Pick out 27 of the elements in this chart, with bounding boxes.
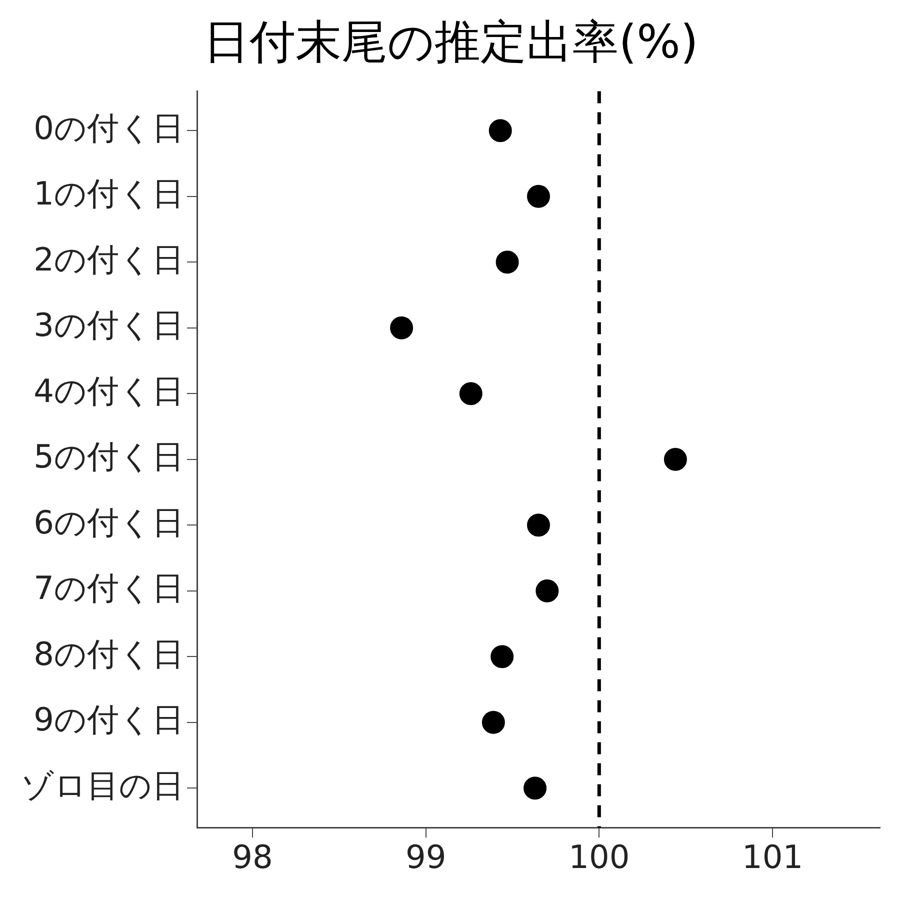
y-tick-label: 6の付く日 bbox=[34, 503, 184, 542]
point bbox=[390, 316, 414, 340]
x-tick-label: 101 bbox=[742, 838, 804, 876]
y-tick-label: 0の付く日 bbox=[34, 108, 184, 147]
point bbox=[527, 514, 550, 537]
point bbox=[490, 645, 514, 668]
y-tick-label: 7の付く日 bbox=[34, 569, 184, 608]
point bbox=[459, 382, 482, 406]
y-tick-label: ゾロ目の日 bbox=[21, 766, 184, 804]
y-tick-label: 4の付く日 bbox=[34, 372, 184, 410]
point bbox=[488, 119, 512, 142]
chart-title: 日付末尾の推定出率(%) bbox=[204, 14, 698, 69]
y-tick-label: 9の付く日 bbox=[34, 700, 184, 739]
x-tick-label: 100 bbox=[568, 838, 630, 876]
y-tick-label: 8の付く日 bbox=[34, 634, 184, 673]
point bbox=[496, 250, 519, 274]
point bbox=[524, 776, 547, 800]
y-tick-label: 3の付く日 bbox=[34, 306, 184, 344]
point bbox=[664, 448, 687, 471]
y-tick-label: 5の付く日 bbox=[34, 438, 184, 476]
point bbox=[536, 579, 559, 602]
x-tick-label: 99 bbox=[405, 838, 446, 876]
point bbox=[527, 184, 550, 208]
point bbox=[482, 710, 505, 734]
y-tick-label: 2の付く日 bbox=[34, 240, 184, 278]
x-tick-label: 98 bbox=[232, 838, 273, 876]
y-tick-label: 1の付く日 bbox=[34, 174, 184, 213]
